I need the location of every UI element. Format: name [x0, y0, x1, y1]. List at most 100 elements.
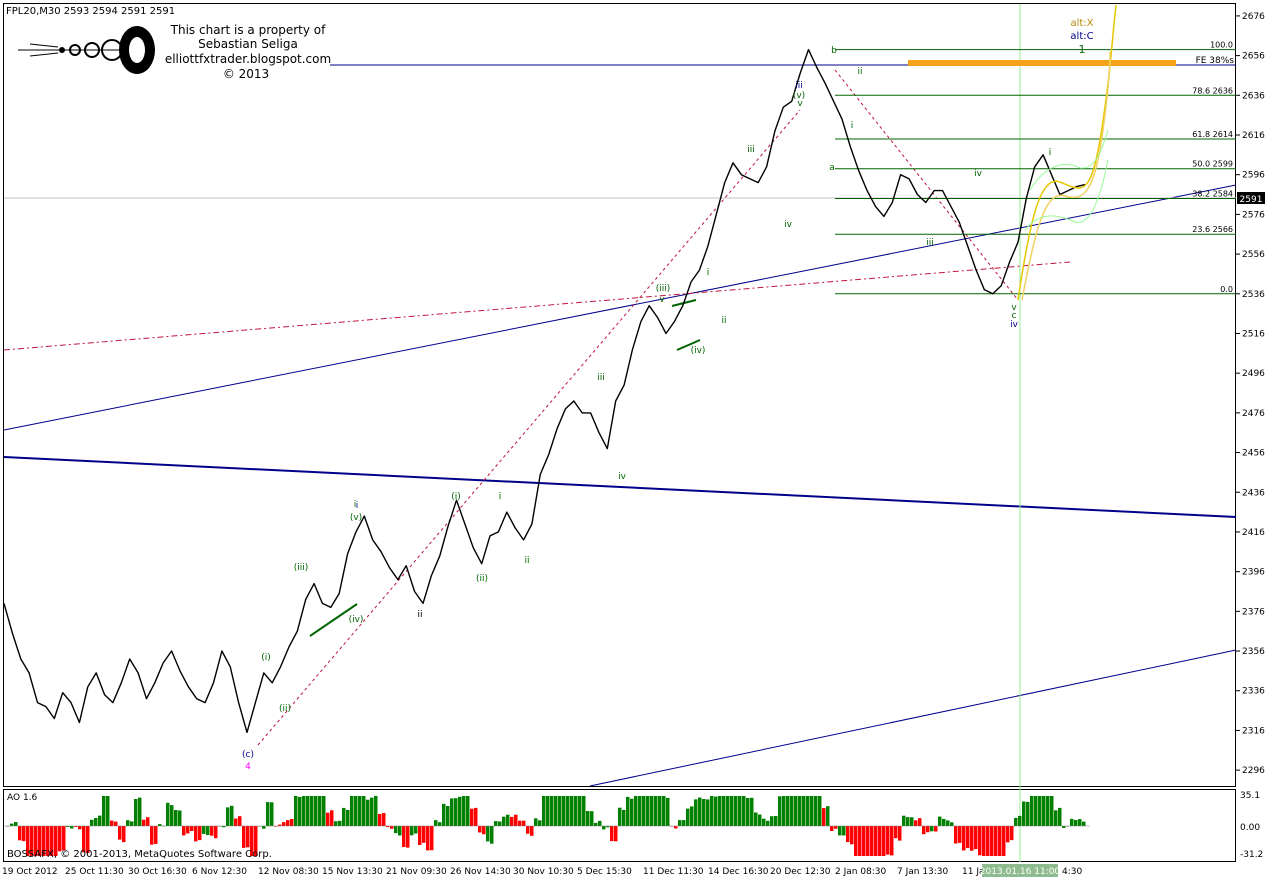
ao-bar	[534, 818, 538, 826]
ao-bar	[1006, 826, 1010, 843]
time-tick-label: 5 Dec 15:30	[577, 867, 632, 877]
ao-bar	[962, 826, 966, 851]
price-tick-label: 2296	[1242, 766, 1265, 776]
ao-bar	[810, 796, 814, 826]
price-tick-label: 2516	[1242, 329, 1265, 339]
ao-bar	[634, 796, 638, 826]
ao-bar	[818, 796, 822, 826]
ao-bar	[554, 796, 558, 826]
ao-bar	[582, 796, 586, 826]
ao-bar	[598, 820, 602, 826]
ao-bar	[666, 797, 670, 826]
ao-bar	[238, 816, 242, 826]
ao-bar	[158, 824, 162, 826]
time-tick-label: 15 Nov 13:30	[322, 867, 383, 877]
wave-label: c	[1012, 311, 1017, 321]
wave-1-label: 1	[1079, 43, 1086, 56]
ao-bar	[878, 826, 882, 856]
time-tick-label: 4:30	[1062, 867, 1082, 877]
ao-bar	[914, 820, 918, 826]
ao-bar	[682, 820, 686, 826]
current-price-badge	[1237, 192, 1265, 204]
ao-bar	[438, 822, 442, 826]
ao-bar	[1046, 796, 1050, 826]
triangle-line-3	[676, 339, 701, 351]
ao-bar	[902, 815, 906, 826]
ao-bar	[314, 796, 318, 826]
ao-bar	[226, 807, 230, 826]
price-tick-label: 2456	[1242, 449, 1265, 459]
ao-tick-top: 35.1	[1240, 791, 1260, 801]
ao-bar	[994, 826, 998, 856]
time-tick-label: 11 Dec 11:30	[643, 867, 704, 877]
ao-bar	[750, 797, 754, 826]
ao-bar	[1062, 826, 1066, 828]
time-tick-label: 19 Oct 2012	[2, 867, 58, 877]
ao-bar	[1014, 817, 1018, 826]
author-logo	[18, 26, 155, 74]
wave-label: (iii)	[656, 284, 671, 294]
ao-bar	[94, 818, 98, 826]
price-tick-label: 2316	[1242, 726, 1265, 736]
wave-label: i	[1049, 148, 1052, 158]
ao-bar	[530, 826, 534, 836]
ao-bar	[830, 826, 834, 831]
ao-bar	[30, 826, 34, 856]
trendline-blue-lower	[589, 649, 1237, 787]
trendline-blue-thick	[3, 456, 1237, 518]
ao-bar	[206, 826, 210, 836]
price-tick-label: 2676	[1242, 12, 1265, 22]
watermark-line-1: This chart is a property of	[170, 23, 326, 37]
ao-bar	[938, 816, 942, 826]
watermark-line-3: elliottfxtrader.blogspot.com	[165, 52, 331, 66]
ao-bar	[406, 826, 410, 848]
ao-bar	[362, 796, 366, 826]
ao-bar	[358, 796, 362, 826]
ao-bar	[594, 822, 598, 826]
ao-bar	[950, 822, 954, 826]
ao-bar	[542, 796, 546, 826]
wave-label: i	[707, 268, 710, 278]
wave-label: (ii)	[476, 574, 488, 584]
ao-bar	[782, 796, 786, 826]
ao-bar	[890, 826, 894, 856]
fibonacci-levels: 100.0 78.6 2636 61.8 2614 50.0 2599 38.2 258…	[835, 41, 1236, 295]
price-tick-label: 2436	[1242, 488, 1265, 498]
ao-bar	[774, 816, 778, 826]
wave-label: (iv)	[349, 615, 364, 625]
ao-bar	[574, 796, 578, 826]
ao-bar	[166, 802, 170, 826]
ao-bar	[1058, 807, 1062, 826]
ao-bar	[82, 826, 86, 853]
time-tick-label: 2 Jan 08:30	[835, 867, 887, 877]
ao-bar	[998, 826, 1002, 856]
fib-level-label: 61.8 2614	[1192, 130, 1233, 139]
ao-bar	[1010, 826, 1014, 841]
ao-bar	[714, 796, 718, 826]
ao-bar	[958, 826, 962, 843]
wave-label: iii	[747, 145, 755, 155]
ao-bar	[866, 826, 870, 856]
ao-bar	[674, 826, 678, 829]
price-tick-label: 2576	[1242, 210, 1265, 220]
ao-bar	[414, 826, 418, 834]
ao-bar	[718, 796, 722, 826]
ao-bar	[178, 810, 182, 826]
ao-bar	[654, 796, 658, 826]
fib-level-label: 100.0	[1210, 41, 1233, 50]
ao-bar	[970, 826, 974, 851]
price-tick-label: 2656	[1242, 52, 1265, 62]
wave-label: iv	[618, 472, 627, 482]
ao-bar	[886, 826, 890, 855]
alt-x-label: alt:X	[1070, 18, 1093, 29]
cursor-time-badge	[982, 864, 1058, 877]
ao-bar	[1038, 796, 1042, 826]
ao-bar	[702, 799, 706, 826]
ao-bar	[190, 826, 194, 831]
time-axis: 19 Oct 2012 25 Oct 11:30 30 Oct 16:30 6 Nov…	[2, 867, 1082, 877]
triangle-line-1	[309, 603, 358, 637]
ao-bar	[762, 818, 766, 826]
ao-bar	[722, 796, 726, 826]
ao-bar	[462, 796, 466, 826]
